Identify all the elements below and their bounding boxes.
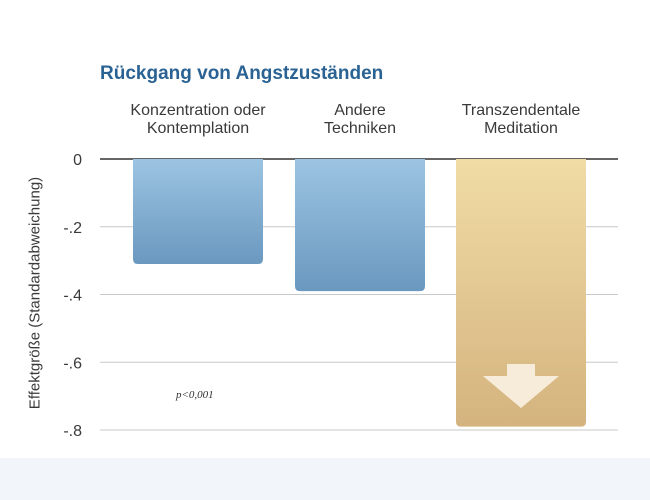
category-label-andere-techniken: Andere Techniken [323, 102, 397, 137]
chart-title: Rückgang von Angstzuständen [100, 63, 384, 84]
y-tick-label: -.6 [63, 355, 82, 372]
y-axis-label: Effektgröße (Standardabweichung) [26, 176, 44, 410]
y-tick-label: 0 [73, 152, 82, 169]
y-tick-label: -.8 [63, 423, 82, 440]
bottom-band [0, 458, 650, 500]
category-label-transzendentale-meditation: Transzendentale Meditation [461, 102, 581, 137]
y-tick-label: -.4 [63, 288, 82, 305]
down-arrow-icon [483, 364, 559, 408]
bar-andere-techniken [295, 159, 425, 292]
bar-transzendentale-meditation [456, 159, 586, 427]
bar-konzentration [133, 159, 263, 265]
category-label-konzentration: Konzentration oder Kontemplation [130, 102, 266, 137]
significance-annotation: p<0,001 [176, 389, 214, 401]
y-tick-label: -.2 [63, 220, 82, 237]
